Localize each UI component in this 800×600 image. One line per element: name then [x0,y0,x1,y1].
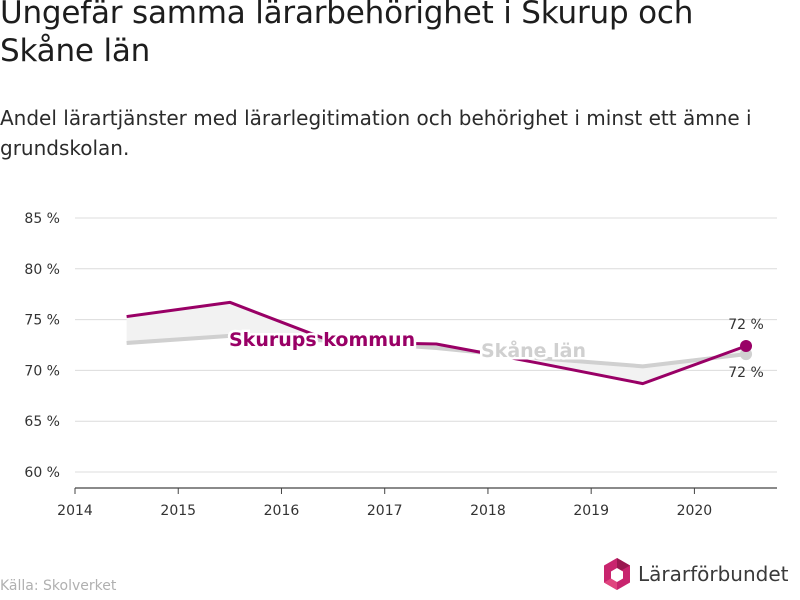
end-point-skurup [740,340,753,353]
x-tick-label: 2016 [264,503,300,519]
source-note: Källa: Skolverket [0,578,117,594]
y-tick-label: 75 % [24,313,60,329]
x-tick-label: 2015 [160,503,196,519]
y-tick-label: 65 % [24,414,60,430]
series-label-skurup: Skurups kommun [229,329,415,351]
series-label-skane: Skåne län [481,338,586,362]
series-line-skane [126,333,747,369]
x-tick-label: 2017 [367,503,403,519]
hexagon-logo-icon [604,558,630,590]
x-tick-label: 2014 [57,503,93,519]
x-tick-label: 2020 [677,503,713,519]
end-label-skane: 72 % [728,365,764,381]
y-axis-ticks: 60 % 65 % 70 % 75 % 80 % 85 % [24,211,60,481]
x-tick-label: 2018 [470,503,506,519]
series-lines [126,300,753,386]
logo-wordmark: Lärarförbundet [638,562,789,586]
x-axis: 2014 2015 2016 2017 2018 2019 2020 [57,487,777,519]
y-tick-label: 70 % [24,363,60,379]
brand-logo: Lärarförbundet [602,556,789,592]
series-labels: Skurups kommun Skåne län 72 % 72 % [227,317,764,381]
x-tick-label: 2019 [573,503,609,519]
end-label-skurup: 72 % [728,317,764,333]
chart-subtitle: Andel lärartjänster med lärarlegitimatio… [0,106,752,160]
y-tick-label: 85 % [24,211,60,227]
chart-title: Ungefär samma lärarbehörighet i Skurup o… [0,0,694,69]
series-line-skurup [126,300,747,386]
y-tick-label: 80 % [24,262,60,278]
y-tick-label: 60 % [24,465,60,481]
